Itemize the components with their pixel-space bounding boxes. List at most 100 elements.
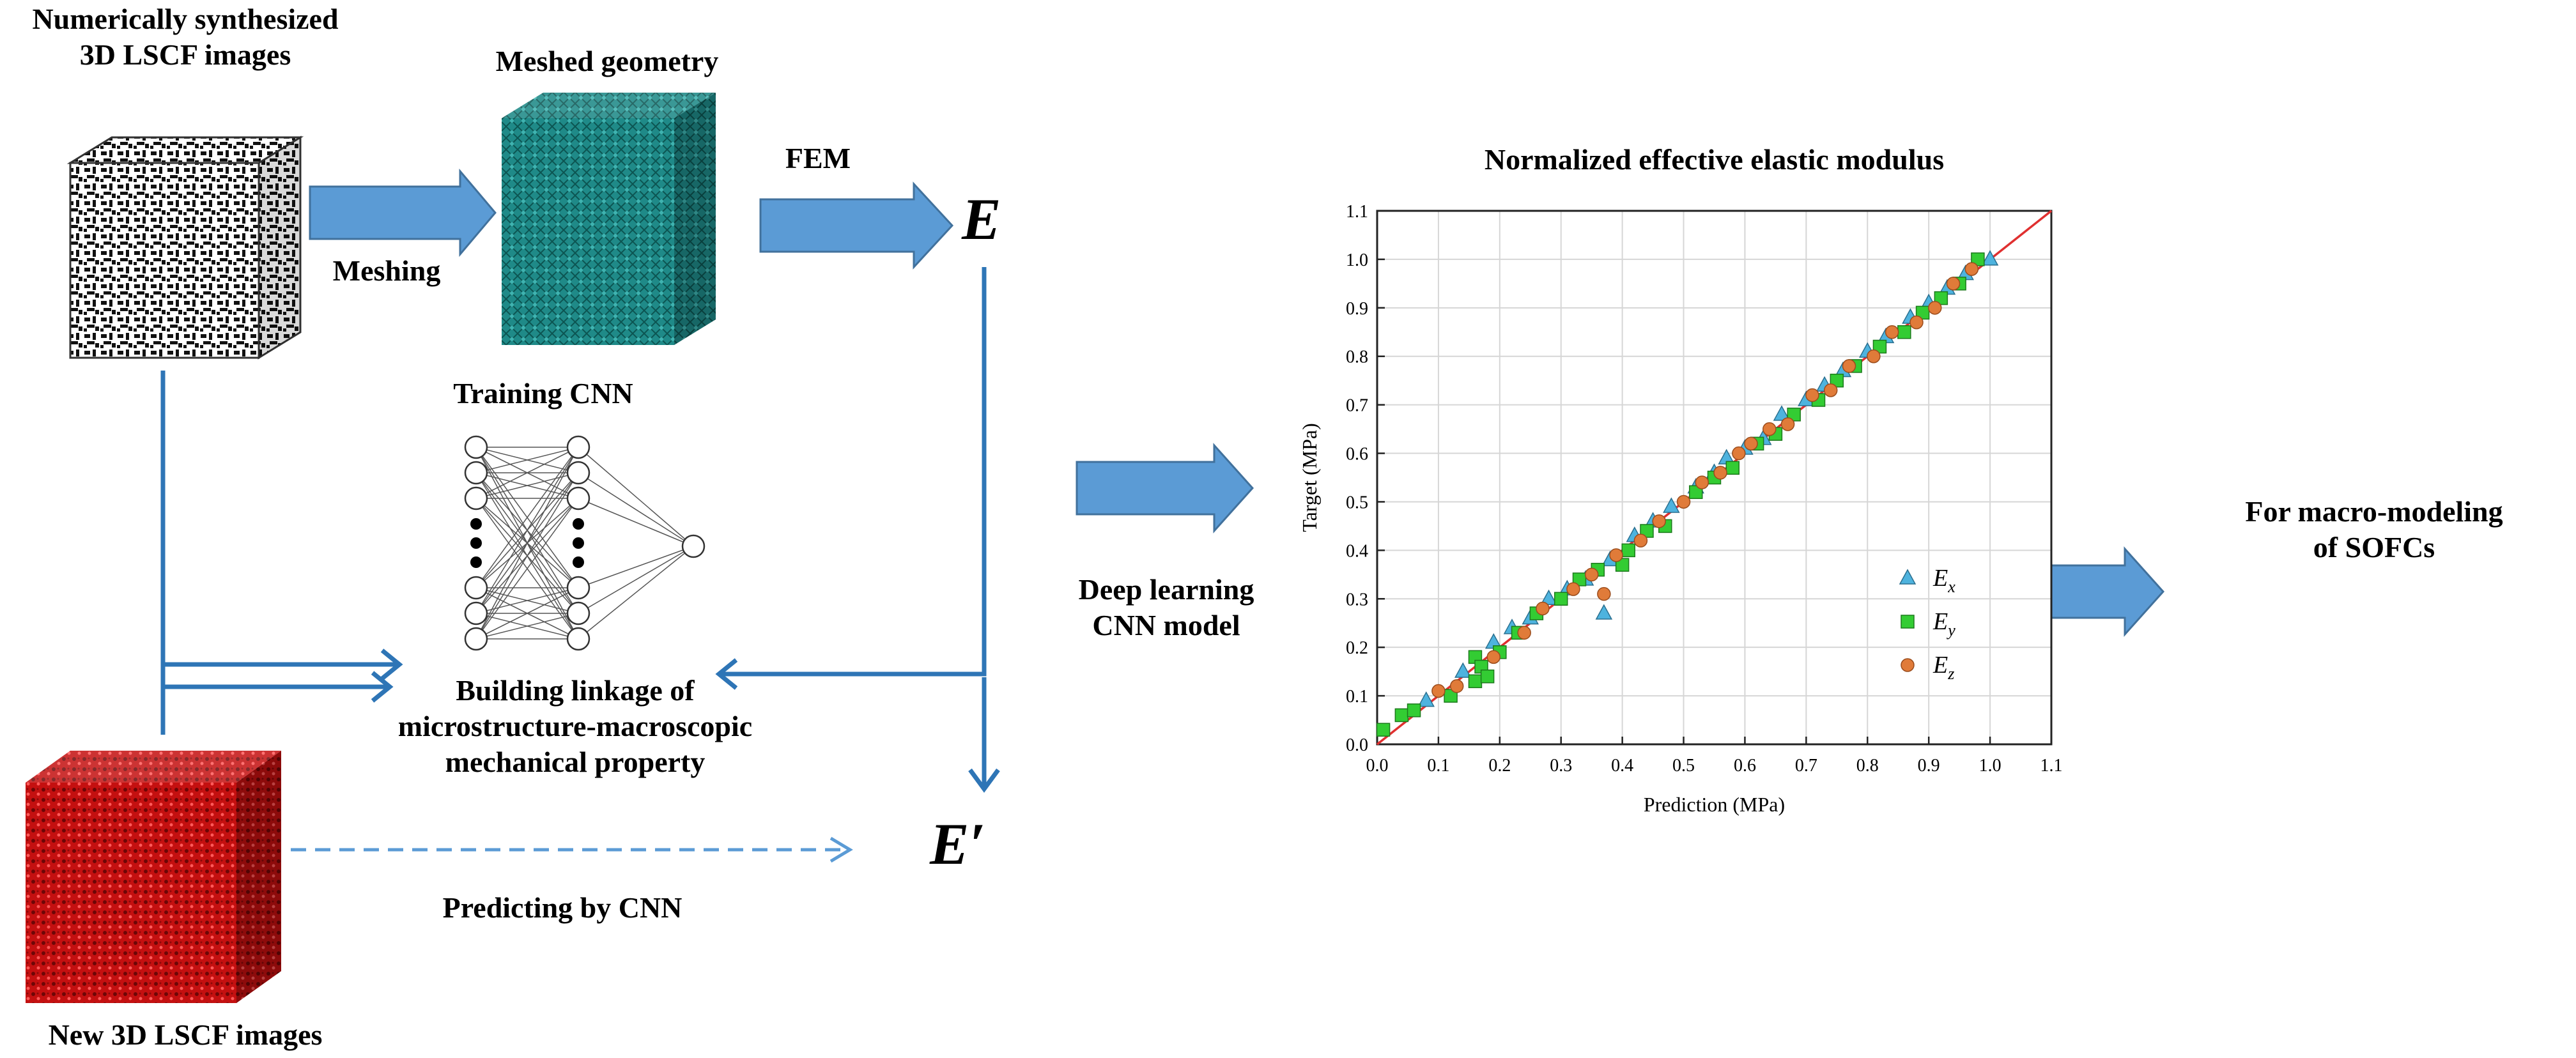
data-point-ey	[1444, 689, 1458, 703]
nn-connection	[578, 498, 694, 547]
data-point-ey	[1897, 325, 1911, 339]
data-point-ey	[1787, 408, 1801, 422]
data-point-ez	[1609, 548, 1623, 562]
x-tick-label: 0.4	[1611, 756, 1633, 776]
legend-marker-ex	[1899, 569, 1917, 585]
y-tick-label: 0.9	[1346, 299, 1368, 319]
nn-input-node	[464, 435, 488, 459]
macro-line-1: For macro-modeling	[2245, 495, 2503, 528]
data-point-ex	[1454, 662, 1472, 678]
nn-connection	[475, 447, 579, 640]
data-point-ex	[1595, 604, 1613, 620]
nn-output-node	[681, 534, 706, 558]
nn-connection	[475, 498, 579, 640]
data-point-ey	[1621, 543, 1635, 558]
nn-hidden-node	[566, 461, 590, 485]
x-tick-label: 0.2	[1488, 756, 1511, 776]
to-model-arrow	[1076, 443, 1254, 533]
nn-connection	[578, 472, 694, 547]
x-tick-label: 1.1	[2040, 756, 2063, 776]
data-point-ey	[1640, 524, 1654, 538]
deep-line-1: Deep learning	[1078, 573, 1254, 606]
x-tick-label: 1.0	[1979, 756, 2001, 776]
data-point-ey	[1915, 305, 1930, 320]
data-point-ez	[1909, 315, 1924, 330]
deep-line-2: CNN model	[1092, 609, 1240, 642]
data-point-ez	[1597, 586, 1611, 601]
x-tick-label: 0.8	[1856, 756, 1879, 776]
data-point-ey	[1934, 291, 1948, 305]
y-tick-label: 1.0	[1346, 250, 1368, 270]
nn-ellipsis-dot	[470, 556, 482, 568]
y-tick-label: 0.1	[1346, 687, 1368, 707]
data-point-ez	[1713, 466, 1727, 480]
data-point-ez	[1946, 277, 1961, 291]
nn-hidden-node	[566, 435, 590, 459]
scatter-chart: 0.00.0 0.1 0.1 0.2 0.2 0.3 0.3 0.4 0.4 0.5 0.5 0.6 0…	[1298, 143, 2063, 816]
y-tick-label: 0.2	[1346, 638, 1368, 658]
data-point-ez	[1676, 494, 1691, 509]
nn-ellipsis-dot	[470, 537, 482, 549]
data-point-ez	[1885, 325, 1899, 339]
data-point-ez	[1695, 475, 1709, 489]
meshed-geometry-label: Meshed geometry	[495, 45, 719, 77]
y-tick-label: 0.7	[1346, 396, 1368, 416]
data-point-ey	[1725, 461, 1740, 475]
synth-line-2: 3D LSCF images	[79, 38, 291, 72]
y-axis-label: Target (MPa)	[1298, 423, 1321, 532]
linkage-line-2: microstructure-macroscopic	[397, 710, 753, 743]
data-point-ez	[1762, 422, 1777, 436]
plot-frame	[1376, 210, 2053, 746]
macro-line-2: of SOFCs	[2313, 531, 2435, 564]
data-point-ez	[1633, 533, 1648, 548]
nn-connection	[475, 447, 579, 588]
x-tick-label: 0.7	[1795, 756, 1817, 776]
data-point-ez	[1744, 436, 1758, 451]
nn-ellipsis-dot	[470, 518, 482, 530]
nn-connection	[578, 546, 694, 640]
neural-network	[464, 435, 706, 651]
nn-hidden-node	[566, 601, 590, 625]
synth-line-1: Numerically synthesized	[32, 3, 339, 35]
fem-label: FEM	[785, 142, 851, 174]
chart-title: Normalized effective elastic modulus	[1485, 143, 1944, 176]
data-point-ex	[1540, 589, 1557, 606]
linkage-line-1: Building linkage of	[456, 674, 695, 707]
data-point-ey	[1554, 592, 1568, 606]
legend-label-ey: Ey	[1932, 608, 1955, 640]
data-point-ez	[1964, 262, 1979, 276]
nn-hidden-node	[566, 627, 590, 651]
nn-input-node	[464, 627, 488, 651]
macro-modeling-label: For macro-modeling of SOFCs	[2182, 494, 2566, 565]
nn-ellipsis-dot	[573, 556, 584, 568]
new-lscf-cube	[26, 751, 281, 1003]
data-point-ey	[1480, 669, 1495, 684]
nn-connection	[578, 447, 694, 547]
e-symbol: E	[962, 187, 1001, 252]
data-point-ez	[1732, 446, 1746, 461]
data-point-ex	[1417, 691, 1435, 707]
new-images-label: New 3D LSCF images	[48, 1018, 323, 1051]
y-tick-label: 0.8	[1346, 348, 1368, 367]
data-point-ey	[1872, 339, 1887, 354]
y-tick-label: 0.4	[1346, 541, 1368, 561]
y-tick-label: 0.6	[1346, 445, 1368, 464]
x-tick-label: 0.9	[1918, 756, 1940, 776]
x-tick-label: 0.3	[1550, 756, 1572, 776]
legend-label-ex: Ex	[1932, 565, 1955, 596]
legend-label-ez: Ez	[1932, 652, 1954, 683]
data-point-ez	[1652, 514, 1666, 528]
flow-arrowheads	[371, 648, 1000, 793]
data-point-ez	[1431, 684, 1446, 698]
data-point-ey	[1971, 252, 1985, 266]
nn-connection	[475, 447, 579, 499]
meshing-label: Meshing	[332, 254, 441, 287]
nn-input-node	[464, 486, 488, 510]
data-point-ez	[1867, 349, 1881, 364]
data-point-ez	[1536, 601, 1550, 616]
lscf-cube	[66, 135, 304, 360]
y-tick-label: 1.1	[1346, 202, 1368, 222]
data-point-ey	[1572, 572, 1587, 586]
